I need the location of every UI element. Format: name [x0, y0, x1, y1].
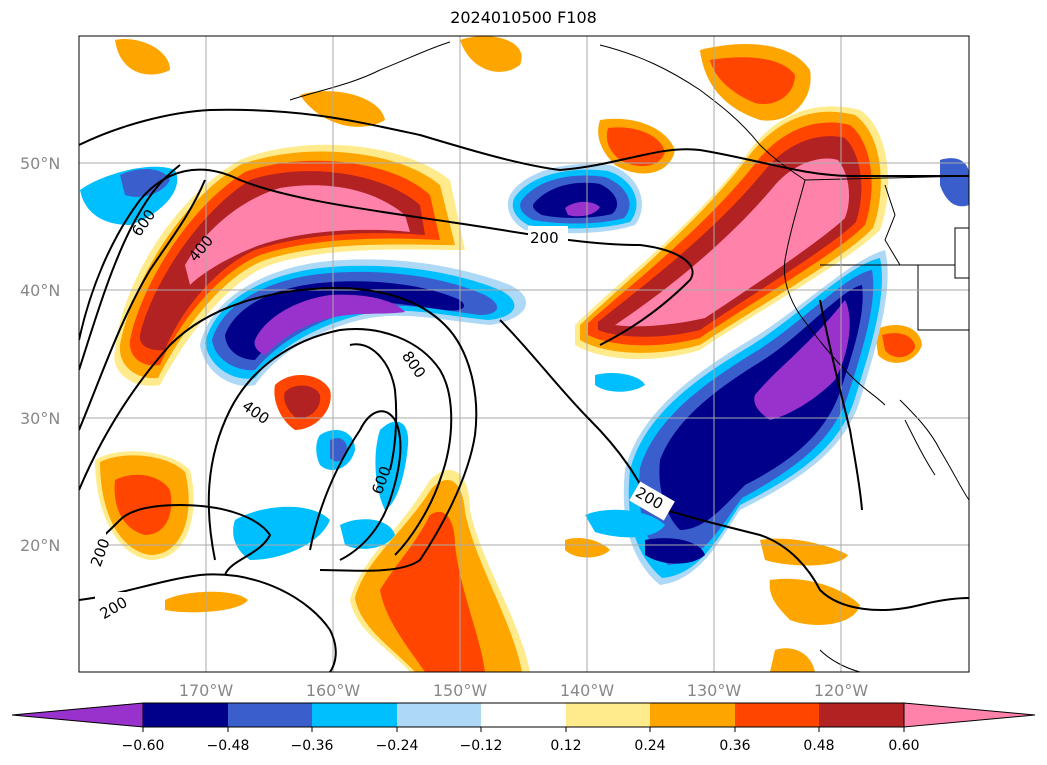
colorbar-tick-label: 0.48	[803, 738, 834, 754]
colorbar-swatch	[650, 703, 735, 727]
colorbar-swatch	[481, 703, 566, 727]
colorbar-swatch	[397, 703, 481, 727]
map-frame	[78, 35, 970, 673]
latitude-labels: 50°N 40°N 30°N 20°N	[20, 154, 60, 555]
colorbar-swatch	[566, 703, 650, 727]
lat-label-50n: 50°N	[20, 154, 60, 173]
lon-label-170w: 170°W	[179, 681, 234, 700]
lon-label-130w: 130°W	[687, 681, 742, 700]
colorbar-extend-high	[903, 702, 1036, 728]
longitude-labels: 170°W 160°W 150°W 140°W 130°W 120°W	[179, 681, 869, 700]
map-area: 200 200 200 200 400 400 600 600 800	[79, 36, 969, 672]
height-contours	[79, 108, 969, 672]
lon-label-140w: 140°W	[560, 681, 615, 700]
colorbar-tick-label: 0.60	[888, 738, 919, 754]
negative-anomaly-ne-low	[507, 163, 642, 234]
lat-label-30n: 30°N	[20, 409, 60, 428]
colorbar-tick-label: −0.36	[291, 738, 334, 754]
lon-label-160w: 160°W	[306, 681, 361, 700]
colorbar-swatch	[312, 703, 397, 727]
colorbar-tick-label: −0.48	[207, 738, 250, 754]
lon-label-120w: 120°W	[814, 681, 869, 700]
colorbar-swatch	[735, 703, 819, 727]
colorbar-tick-label: 0.12	[550, 738, 581, 754]
lon-label-150w: 150°W	[433, 681, 488, 700]
map-title: 2024010500 F108	[450, 8, 597, 27]
lat-label-20n: 20°N	[20, 536, 60, 555]
colorbar-tick-label: 0.36	[719, 738, 750, 754]
colorbar: −0.60 −0.48 −0.36 −0.24 −0.12 0.12 0.24 …	[11, 702, 1036, 754]
colorbar-extend-low	[11, 702, 144, 728]
lat-label-40n: 40°N	[20, 281, 60, 300]
colorbar-tick-label: −0.60	[122, 738, 165, 754]
colorbar-swatch	[228, 703, 312, 727]
positive-anomaly-west	[114, 144, 465, 386]
colorbar-tick-label: 0.24	[634, 738, 665, 754]
coastlines	[289, 41, 969, 672]
colorbar-swatch	[819, 703, 904, 727]
colorbar-tick-label: −0.12	[460, 738, 503, 754]
colorbar-swatch	[143, 703, 228, 727]
colorbar-tick-label: −0.24	[376, 738, 419, 754]
contour-label: 200	[530, 229, 559, 247]
